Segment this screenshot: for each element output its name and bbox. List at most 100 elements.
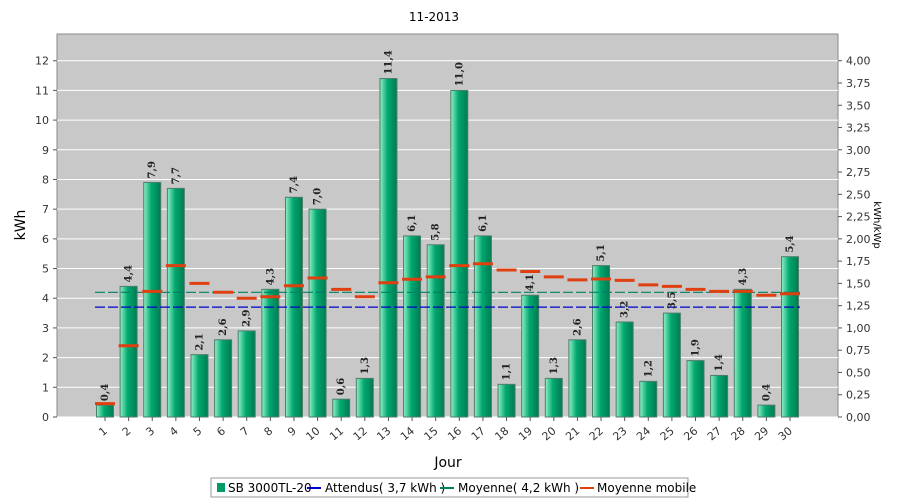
x-tick-label: 9	[285, 424, 299, 438]
y-tick-label: 10	[35, 114, 49, 127]
data-label: 7,7	[171, 167, 182, 184]
data-label: 2,6	[218, 318, 229, 335]
bar-day-3	[143, 181, 162, 418]
legend-label-moving: Moyenne mobile	[597, 481, 696, 495]
x-tick-label: 7	[238, 424, 252, 438]
bar-day-30	[781, 256, 799, 418]
data-label: 6,1	[407, 214, 418, 231]
data-label: 1,3	[360, 357, 371, 374]
data-label: 2,6	[572, 318, 583, 335]
data-label: 3,5	[667, 292, 678, 309]
bar-day-12	[355, 377, 374, 418]
moving-average-series	[95, 262, 800, 406]
y-axis-title-right: kWh/kWp	[871, 201, 882, 248]
y-tick-label: 6	[42, 233, 49, 246]
data-label: 3,2	[620, 301, 631, 318]
y-tick-label: 4	[42, 292, 49, 305]
x-tick-label: 8	[262, 424, 276, 438]
y-right-tick-label: 0,75	[846, 344, 871, 357]
legend-label-expected: Attendus( 3,7 kWh )	[325, 481, 445, 495]
bar-day-19	[521, 294, 540, 418]
x-tick-label: 27	[705, 424, 724, 443]
data-label: 7,0	[313, 188, 324, 205]
y-right-tick-label: 0,00	[846, 411, 871, 424]
data-label: 2,9	[242, 309, 253, 326]
chart-title: 11-2013	[409, 10, 459, 24]
right-axis-ticks: 0,00 0,25 0,50 0,75 1,00 1,25 1,50 1,75 2,00 2,25…	[838, 55, 871, 424]
x-tick-label: 19	[516, 424, 535, 443]
x-axis-ticks: 1 2 3 4 5 6 7 8 9 10 11 12 13 14 15 16 17 18 19 20 21 22 23 24 2…	[96, 417, 795, 443]
bar-day-8	[261, 288, 280, 418]
data-label: 0,4	[761, 384, 772, 401]
x-tick-label: 18	[492, 424, 511, 443]
data-label: 1,4	[714, 354, 725, 371]
y-right-tick-label: 3,50	[846, 99, 871, 112]
bar-day-15	[426, 244, 445, 418]
x-tick-label: 26	[681, 424, 700, 443]
x-tick-label: 30	[776, 424, 795, 443]
data-label: 0,6	[336, 378, 347, 395]
x-axis-title: Jour	[433, 455, 462, 471]
y-right-tick-label: 2,00	[846, 233, 871, 246]
y-right-tick-label: 1,50	[846, 277, 871, 290]
y-tick-label: 1	[42, 381, 49, 394]
y-tick-label: 11	[35, 84, 49, 97]
x-tick-label: 1	[96, 424, 110, 438]
y-right-tick-label: 1,25	[846, 300, 871, 313]
y-right-tick-label: 2,75	[846, 166, 871, 179]
y-tick-label: 3	[42, 322, 49, 335]
bar-day-22	[592, 265, 611, 418]
bar-day-23	[615, 321, 634, 418]
x-tick-label: 13	[374, 424, 393, 443]
x-tick-label: 3	[143, 424, 157, 438]
y-right-tick-label: 2,25	[846, 211, 871, 224]
data-label: 1,2	[643, 360, 654, 377]
data-label: 7,9	[147, 161, 158, 178]
bar-day-10	[308, 208, 327, 418]
bar-day-27	[710, 374, 729, 418]
bar-day-21	[568, 339, 587, 418]
data-labels: 0,4 4,4 7,9 7,7 2,1 2,6 2,9 4,3 7,4 7,0 0,6 1,3 11,4…	[100, 50, 796, 401]
bar-day-11	[332, 398, 351, 418]
data-label: 1,3	[549, 357, 560, 374]
bar-day-29	[757, 404, 776, 418]
legend-swatch-bars	[217, 483, 225, 492]
data-label: 5,4	[785, 235, 796, 252]
data-label: 11,0	[454, 62, 465, 86]
bar-day-5	[190, 354, 209, 418]
y-tick-label: 12	[35, 55, 49, 68]
y-right-tick-label: 3,25	[846, 122, 871, 135]
x-tick-label: 5	[191, 424, 205, 438]
x-tick-label: 6	[214, 424, 228, 438]
bar-day-26	[686, 360, 705, 418]
y-tick-label: 2	[42, 352, 49, 365]
bar-day-2	[119, 285, 138, 418]
bar-day-1	[96, 404, 114, 418]
bar-day-7	[237, 330, 256, 418]
bar-day-25	[662, 312, 681, 418]
x-tick-label: 11	[327, 424, 346, 443]
x-tick-label: 15	[422, 424, 441, 443]
bar-day-13	[379, 78, 398, 418]
legend-label-average: Moyenne( 4,2 kWh )	[458, 481, 579, 495]
x-tick-label: 10	[303, 424, 322, 443]
x-tick-label: 14	[398, 424, 417, 443]
y-tick-label: 9	[42, 144, 49, 157]
x-tick-label: 17	[469, 424, 488, 443]
data-label: 0,4	[100, 384, 111, 401]
y-right-tick-label: 0,50	[846, 366, 871, 379]
x-tick-label: 28	[729, 424, 748, 443]
data-label: 6,1	[478, 214, 489, 231]
y-right-tick-label: 1,00	[846, 322, 871, 335]
x-tick-label: 25	[658, 424, 677, 443]
legend-label-bars: SB 3000TL-20	[228, 481, 312, 495]
y-right-tick-label: 3,75	[846, 77, 871, 90]
legend: SB 3000TL-20 Attendus( 3,7 kWh ) Moyenne…	[210, 477, 696, 498]
x-tick-label: 20	[540, 424, 559, 443]
data-label: 1,1	[502, 363, 513, 380]
data-label: 7,4	[289, 176, 300, 193]
x-tick-label: 23	[611, 424, 630, 443]
data-label: 5,8	[431, 223, 442, 240]
data-label: 4,1	[525, 274, 536, 291]
